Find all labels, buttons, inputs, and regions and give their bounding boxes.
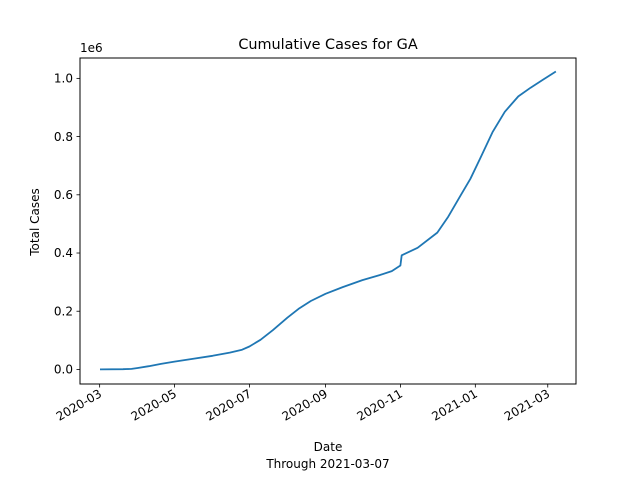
x-tick-label: 2021-01 [429,386,479,423]
x-axis-sublabel: Through 2021-03-07 [265,457,389,471]
x-tick-label: 2020-09 [280,386,330,423]
y-tick-label: 0.2 [54,304,73,318]
x-axis-ticks: 2020-03 2020-05 2020-07 2020-09 2020-11 2021-… [54,384,552,424]
y-axis-offset-label: 1e6 [80,41,103,55]
x-tick-label: 2020-05 [129,386,179,423]
y-tick-label: 1.0 [54,72,73,86]
plot-frame [79,57,577,385]
y-axis-ticks: 0.0 0.2 0.4 0.6 0.8 1.0 [54,72,80,377]
plot-series [99,70,557,371]
y-tick-label: 0.6 [54,188,73,202]
y-tick-label: 0.8 [54,130,73,144]
x-tick-label: 2021-03 [502,386,552,423]
y-axis-label: Total Cases [28,188,42,256]
series-line [99,70,557,371]
x-tick-label: 2020-07 [204,386,254,423]
y-tick-label: 0.4 [54,246,73,260]
chart-title: Cumulative Cases for GA [238,37,418,53]
x-tick-label: 2020-03 [54,386,104,423]
x-tick-label: 2020-11 [355,386,405,423]
y-tick-label: 0.0 [54,363,73,377]
x-axis-label: Date [314,440,343,454]
